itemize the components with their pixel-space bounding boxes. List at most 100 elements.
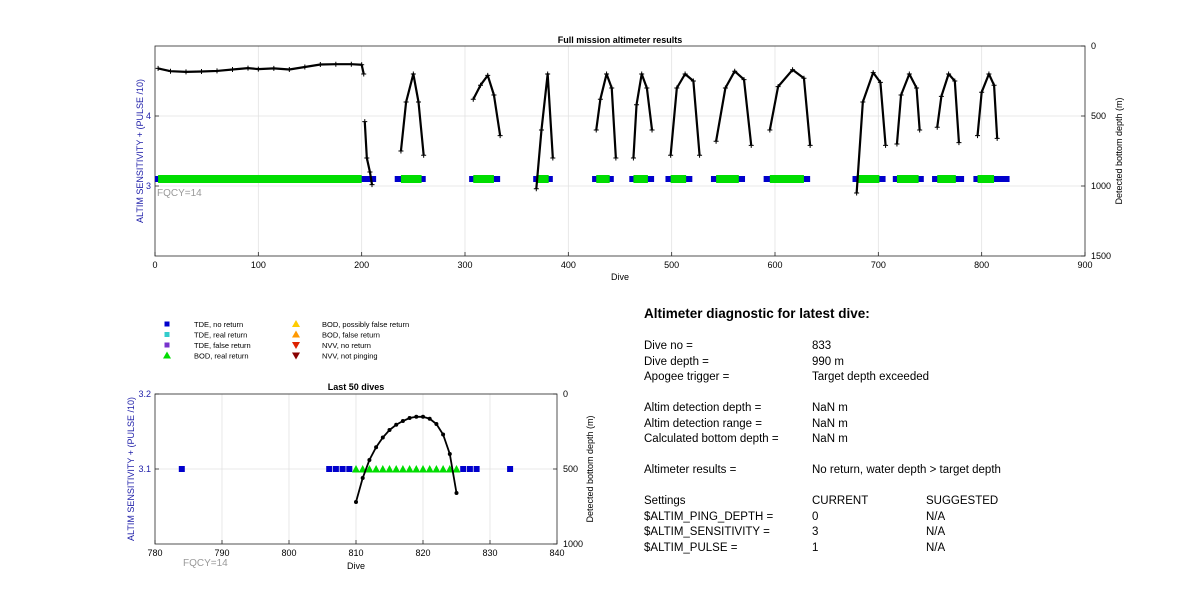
dive-no-value: 833 xyxy=(812,340,832,352)
bottom-depth-line xyxy=(895,72,921,145)
legend-marker xyxy=(292,342,300,349)
right-tick-label: 1000 xyxy=(563,539,583,549)
bottom-right-y-axis-label: Detected bottom depth (m) xyxy=(585,415,595,522)
x-tick-label: 700 xyxy=(871,260,886,270)
bottom-depth-point xyxy=(860,99,866,105)
bottom-depth-point xyxy=(609,85,615,91)
det-range-value: NaN m xyxy=(812,417,848,430)
bottom-depth-point xyxy=(634,102,640,108)
bottom-depth-point xyxy=(668,152,674,158)
tde-no-return-point xyxy=(460,466,467,472)
bottom-depth-point xyxy=(364,155,370,161)
bottom-depth-point xyxy=(801,75,807,81)
bod-real-return-point xyxy=(419,465,427,473)
x-tick-label: 600 xyxy=(767,260,782,270)
apogee-label: Apogee trigger = xyxy=(644,371,730,383)
setting-name: $ALTIM_SENSITIVITY = xyxy=(644,526,770,538)
bottom-depth-point xyxy=(394,422,399,427)
top-chart: Full mission altimeter results 0 100 200 30… xyxy=(135,35,1124,282)
bottom-depth-point xyxy=(441,432,446,437)
legend-label: TDE, real return xyxy=(194,331,247,340)
legend-label: BOD, real return xyxy=(194,352,249,361)
bottom-depth-point xyxy=(790,67,796,73)
bottom-depth-point xyxy=(894,141,900,147)
bod-real-return-point xyxy=(425,465,434,473)
bottom-depth-point xyxy=(630,155,636,161)
bod-real-return-band xyxy=(633,175,648,183)
x-tick-label: 830 xyxy=(482,548,497,558)
bottom-depth-point xyxy=(934,124,940,130)
bottom-depth-point xyxy=(403,99,409,105)
legend-label: TDE, false return xyxy=(194,341,251,350)
apogee-row: Apogee trigger = Target depth exceeded xyxy=(644,370,1164,386)
bottom-depth-point xyxy=(975,133,981,139)
bottom-depth-point xyxy=(538,127,544,133)
top-right-y-axis-label: Detected bottom depth (m) xyxy=(1114,97,1124,204)
bottom-depth-point xyxy=(230,67,235,73)
x-tick-label: 790 xyxy=(214,548,229,558)
bottom-right-ticks: 0 500 1000 xyxy=(553,389,583,549)
x-tick-label: 300 xyxy=(457,260,472,270)
bottom-depth-point xyxy=(333,61,339,67)
bottom-depth-point xyxy=(400,419,405,423)
bottom-depth-line xyxy=(157,63,365,75)
calc-depth-label: Calculated bottom depth = xyxy=(644,433,779,445)
bottom-depth-point xyxy=(741,77,747,83)
bottom-chart-title: Last 50 dives xyxy=(328,382,385,392)
bottom-depth-point xyxy=(604,71,610,77)
bottom-depth-point xyxy=(183,69,189,75)
x-tick-label: 0 xyxy=(152,260,157,270)
bottom-depth-point xyxy=(168,68,173,74)
bottom-depth-line xyxy=(768,68,812,146)
bottom-depth-point xyxy=(690,78,696,84)
bottom-depth-point xyxy=(956,140,962,146)
right-tick-label: 0 xyxy=(563,389,568,399)
bottom-depth-line xyxy=(355,415,458,503)
results-label: Altimeter results = xyxy=(644,464,737,476)
dive-depth-row: Dive depth = 990 m xyxy=(644,355,1164,371)
current-label: CURRENT xyxy=(812,495,869,507)
diagnostic-panel: Altimeter diagnostic for latest dive: Di… xyxy=(644,306,1164,556)
bod-real-return-point xyxy=(378,465,387,473)
bottom-depth-point xyxy=(952,78,958,84)
tde-no-return-point xyxy=(339,466,346,472)
bod-real-return-point xyxy=(405,465,414,473)
top-x-ticks: 0 100 200 300 400 500 600 700 800 900 xyxy=(152,252,1093,270)
right-tick-label: 1500 xyxy=(1091,251,1111,261)
diagnostic-title: Altimeter diagnostic for latest dive: xyxy=(644,306,870,321)
results-row: Altimeter results = No return, water dep… xyxy=(644,463,1164,479)
bottom-depth-point xyxy=(447,452,452,456)
top-chart-marks xyxy=(155,61,1010,196)
bod-real-return-point xyxy=(398,465,407,473)
bottom-depth-point xyxy=(155,65,161,71)
bod-real-return-band xyxy=(856,175,880,183)
bottom-depth-line xyxy=(472,74,502,136)
settings-header-row: Settings CURRENT SUGGESTED xyxy=(644,494,1164,510)
left-tick-label: 4 xyxy=(146,111,151,121)
bottom-depth-point xyxy=(682,71,688,77)
bottom-depth-point xyxy=(914,85,920,91)
bottom-depth-point xyxy=(367,169,373,175)
bottom-depth-point xyxy=(649,127,655,133)
setting-current: 1 xyxy=(812,541,819,554)
setting-suggested: N/A xyxy=(926,526,946,538)
x-tick-label: 200 xyxy=(354,260,369,270)
bottom-depth-point xyxy=(938,93,944,99)
tde-no-return-point xyxy=(346,466,353,472)
tde-no-return-point xyxy=(466,466,473,472)
legend-marker xyxy=(292,352,300,360)
tde-no-return-point xyxy=(326,466,333,472)
bod-real-return-band xyxy=(896,175,919,183)
bod-real-return-band xyxy=(977,175,995,183)
bottom-depth-point xyxy=(877,79,883,85)
right-tick-label: 500 xyxy=(563,464,578,474)
bottom-depth-point xyxy=(416,99,421,105)
apogee-value: Target depth exceeded xyxy=(812,371,930,383)
right-tick-label: 0 xyxy=(1091,41,1096,51)
bottom-depth-line xyxy=(855,71,887,194)
det-depth-label: Altim detection depth = xyxy=(644,402,762,414)
bottom-depth-point xyxy=(414,414,419,419)
bod-real-return-point xyxy=(392,465,401,473)
top-right-ticks: 0 500 1000 1500 xyxy=(1081,41,1111,261)
